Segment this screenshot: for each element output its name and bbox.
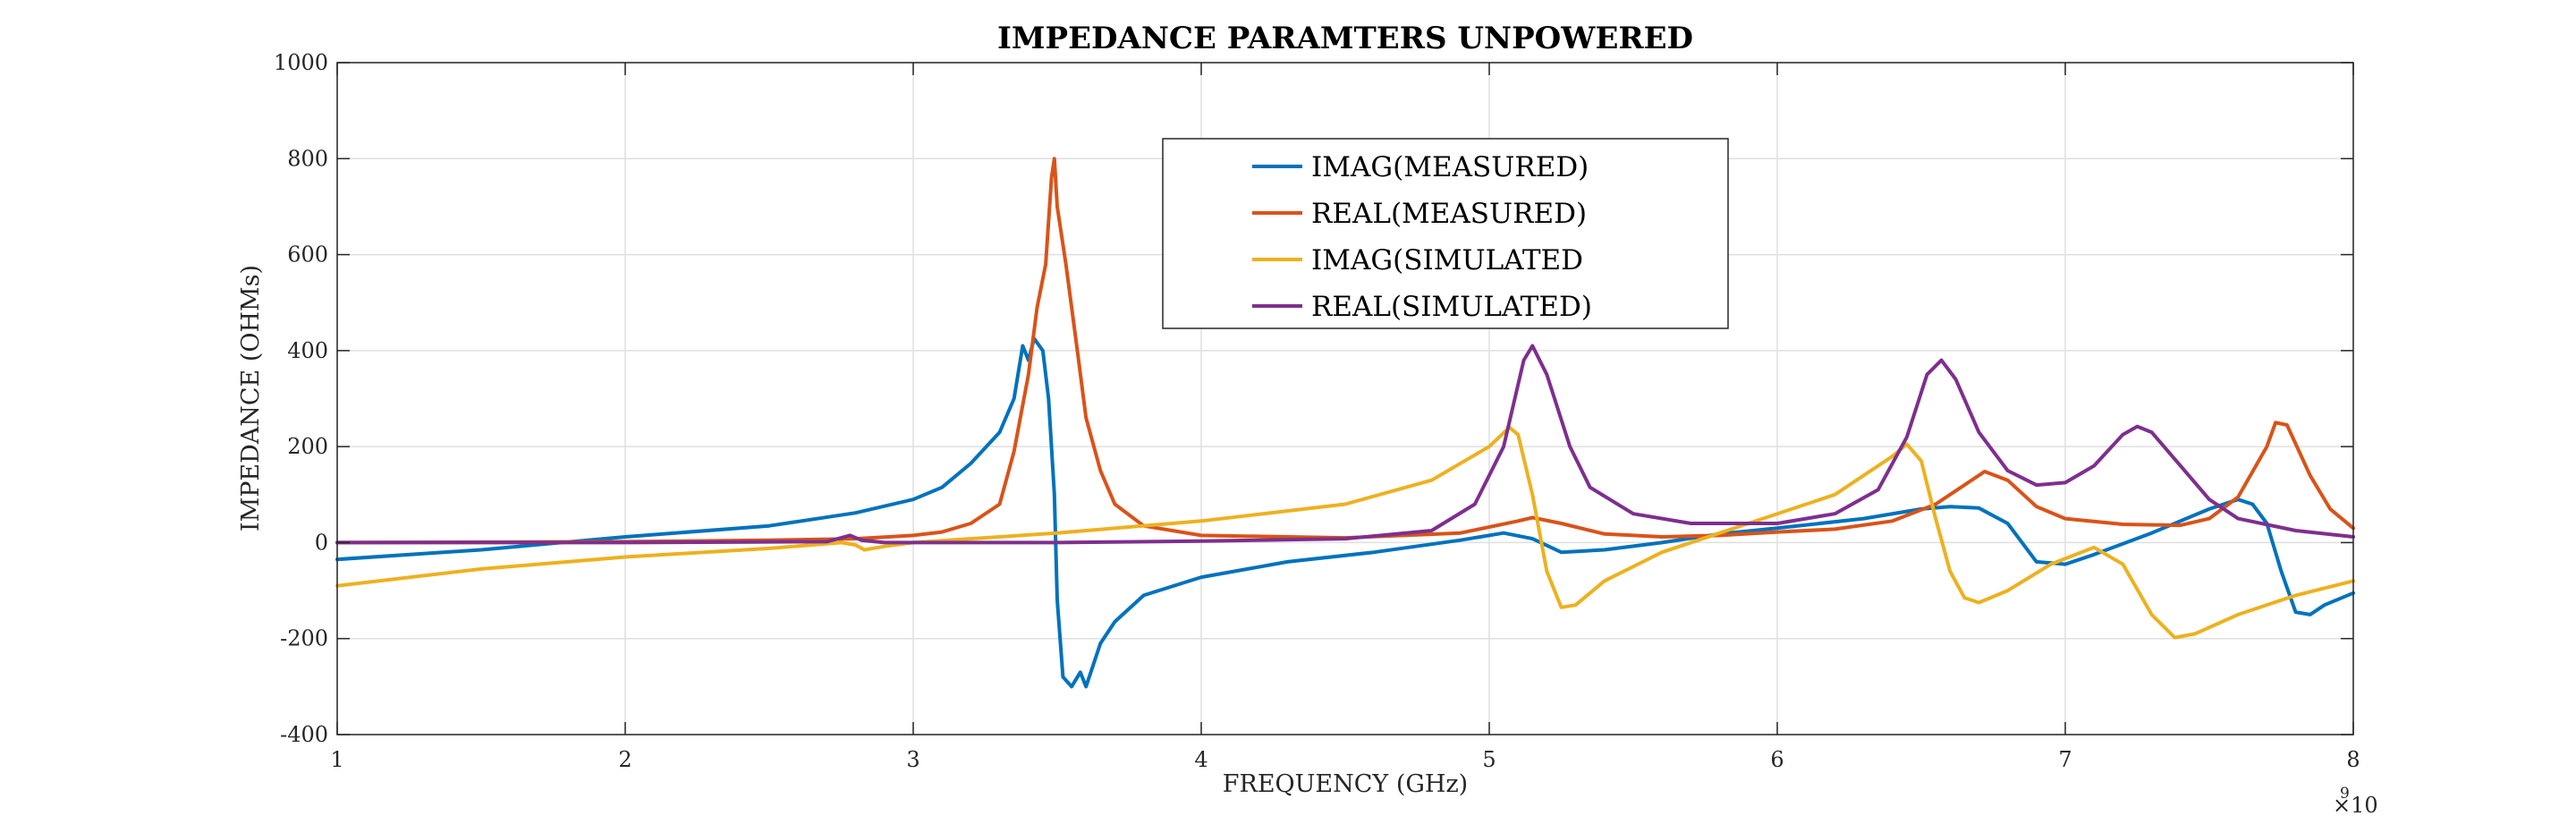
series-line-imag-simulated <box>335 425 2355 640</box>
y-tick-label: 600 <box>287 242 328 268</box>
legend-item-imag-simulated: IMAG(SIMULATED <box>1252 244 1583 276</box>
y-axis-label: IMPEDANCE (OHMs) <box>237 265 265 531</box>
legend-label: IMAG(SIMULATED <box>1311 244 1583 276</box>
x-axis-label: FREQUENCY (GHz) <box>1223 770 1468 798</box>
legend-item-real-simulated: REAL(SIMULATED) <box>1252 291 1592 323</box>
series-line-real-simulated <box>335 344 2355 545</box>
series-line-real-measured <box>335 157 2355 545</box>
y-tick-label: -200 <box>280 626 328 651</box>
legend: IMAG(MEASURED) REAL(MEASURED) IMAG(SIMULAT… <box>1162 138 1729 329</box>
x-exponent-label: ×10 9 <box>2333 785 2378 816</box>
x-tick-label: 5 <box>1482 747 1496 772</box>
y-tick-label: 200 <box>287 434 328 459</box>
plot-area-box <box>336 62 2354 735</box>
legend-item-imag-measured: IMAG(MEASURED) <box>1252 151 1589 183</box>
x-exponent-base: ×10 <box>2333 793 2378 816</box>
legend-items: IMAG(MEASURED) REAL(MEASURED) IMAG(SIMULAT… <box>1252 151 1592 323</box>
series-group <box>335 157 2355 689</box>
legend-item-real-measured: REAL(MEASURED) <box>1252 198 1587 230</box>
x-tick-label: 6 <box>1770 747 1784 772</box>
x-tick-label: 8 <box>2346 747 2360 772</box>
axis-ticks <box>336 62 2354 735</box>
x-tick-label: 4 <box>1194 747 1208 772</box>
y-tick-label: 1000 <box>274 50 328 75</box>
legend-label: REAL(SIMULATED) <box>1311 291 1592 323</box>
x-tick-label: 7 <box>2058 747 2072 772</box>
x-exponent-power: 9 <box>2340 785 2350 803</box>
y-tick-label: 800 <box>287 146 328 171</box>
y-tick-label: 400 <box>287 338 328 363</box>
legend-label: IMAG(MEASURED) <box>1311 151 1589 183</box>
legend-label: REAL(MEASURED) <box>1311 198 1587 230</box>
legend-box <box>1162 138 1729 329</box>
tick-labels: 1 2 3 4 5 6 7 8 -400 -200 0 200 400 600 800 1000 <box>274 50 2360 772</box>
y-tick-label: 0 <box>315 530 328 555</box>
x-tick-label: 2 <box>618 747 631 772</box>
chart-title: IMPEDANCE PARAMTERS UNPOWERED <box>997 21 1693 56</box>
x-tick-label: 1 <box>330 747 343 772</box>
y-tick-label: -400 <box>280 722 328 747</box>
x-tick-label: 3 <box>906 747 919 772</box>
